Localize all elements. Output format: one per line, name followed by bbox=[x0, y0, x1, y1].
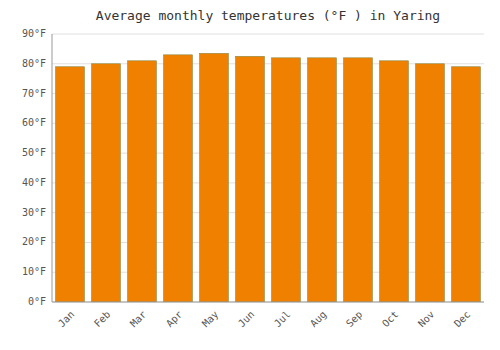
y-grid bbox=[52, 34, 484, 302]
x-tick-label: Feb bbox=[92, 309, 113, 330]
x-tick-label: Apr bbox=[164, 309, 185, 330]
x-tick-label: Aug bbox=[308, 309, 329, 330]
x-tick-label: Jan bbox=[56, 309, 77, 330]
bar bbox=[416, 64, 445, 302]
grid-line bbox=[52, 34, 484, 35]
bar bbox=[308, 58, 337, 302]
grid-line bbox=[52, 302, 484, 303]
bar bbox=[344, 58, 373, 302]
y-tick-label: 0°F bbox=[28, 296, 46, 307]
bar bbox=[272, 58, 301, 302]
x-axis: Jan Feb Mar Apr May Jun Jul Aug Sep Oct Nov Dec bbox=[56, 309, 473, 330]
y-tick-label: 50°F bbox=[22, 147, 46, 158]
x-tick-label: Oct bbox=[380, 309, 401, 330]
x-tick-label: Jul bbox=[272, 309, 293, 330]
y-tick-label: 10°F bbox=[22, 266, 46, 277]
bar bbox=[380, 61, 409, 302]
x-axis-line bbox=[52, 302, 484, 303]
title: Average monthly temperatures (°F ) in Ya… bbox=[96, 8, 440, 23]
bar bbox=[164, 55, 193, 302]
x-tick-label: Jun bbox=[236, 309, 257, 330]
bar bbox=[56, 67, 85, 302]
bars bbox=[56, 53, 481, 302]
y-tick-label: 60°F bbox=[22, 117, 46, 128]
x-tick-label: Sep bbox=[344, 309, 365, 330]
bar bbox=[200, 53, 229, 302]
y-axis: 0°F 10°F 20°F 30°F 40°F 50°F 60°F 70°F 80°F 90°F bbox=[22, 28, 46, 307]
bar bbox=[92, 64, 121, 302]
y-tick-label: 80°F bbox=[22, 58, 46, 69]
x-tick-label: Nov bbox=[416, 309, 437, 330]
y-axis-line bbox=[52, 34, 53, 302]
chart: 0°F 10°F 20°F 30°F 40°F 50°F 60°F 70°F 80°F 90°F J… bbox=[0, 0, 500, 350]
y-tick-label: 90°F bbox=[22, 28, 46, 39]
x-tick-label: Dec bbox=[452, 309, 473, 330]
x-tick-label: Mar bbox=[128, 309, 149, 330]
y-tick-label: 30°F bbox=[22, 207, 46, 218]
bar bbox=[452, 67, 481, 302]
x-tick-label: May bbox=[200, 309, 221, 330]
y-tick-label: 70°F bbox=[22, 88, 46, 99]
bar bbox=[128, 61, 157, 302]
y-tick-label: 20°F bbox=[22, 236, 46, 247]
chart-container: 0°F 10°F 20°F 30°F 40°F 50°F 60°F 70°F 80°F 90°F J… bbox=[0, 0, 500, 350]
y-tick-label: 40°F bbox=[22, 177, 46, 188]
bar bbox=[236, 56, 265, 302]
